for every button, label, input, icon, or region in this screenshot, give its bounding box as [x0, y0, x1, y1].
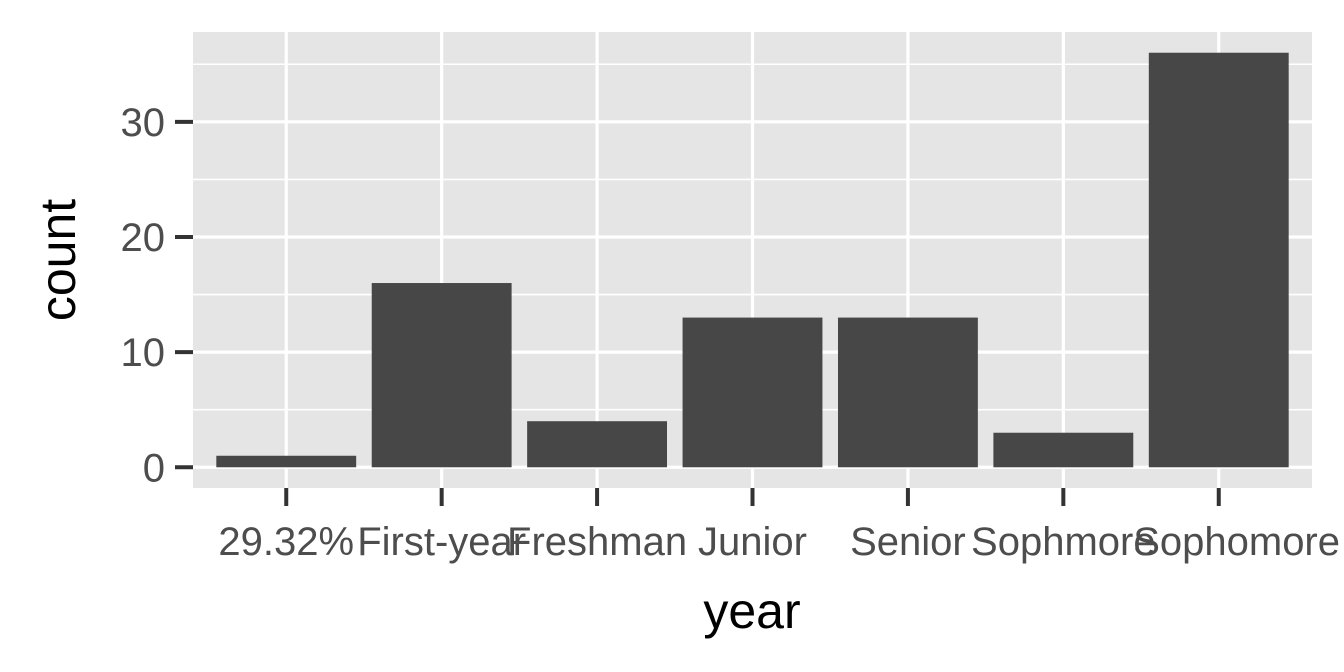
bar-freshman: [527, 421, 668, 468]
bar-29-32-: [216, 455, 357, 468]
x-axis-title: year: [703, 583, 800, 639]
bar-sophmore: [993, 432, 1134, 468]
x-tick-label: 29.32%: [218, 520, 354, 564]
y-tick-label: 30: [121, 101, 166, 145]
x-tick-label: Junior: [698, 520, 807, 564]
y-axis-title: count: [30, 199, 86, 321]
y-tick-label: 0: [143, 446, 165, 490]
y-tick-label: 10: [121, 331, 166, 375]
bar-sophomore: [1148, 52, 1289, 468]
x-tick-label: Freshman: [507, 520, 687, 564]
x-tick-label: Sophomore: [1133, 520, 1340, 564]
x-tick-label: First-year: [357, 520, 526, 564]
x-tick-label: Sophmore: [971, 520, 1156, 564]
bars: [216, 52, 1289, 468]
bar-junior: [682, 317, 823, 468]
bar-first-year: [371, 283, 512, 468]
x-tick-label: Senior: [850, 520, 966, 564]
y-tick-label: 20: [121, 216, 166, 260]
bar-senior: [837, 317, 978, 468]
